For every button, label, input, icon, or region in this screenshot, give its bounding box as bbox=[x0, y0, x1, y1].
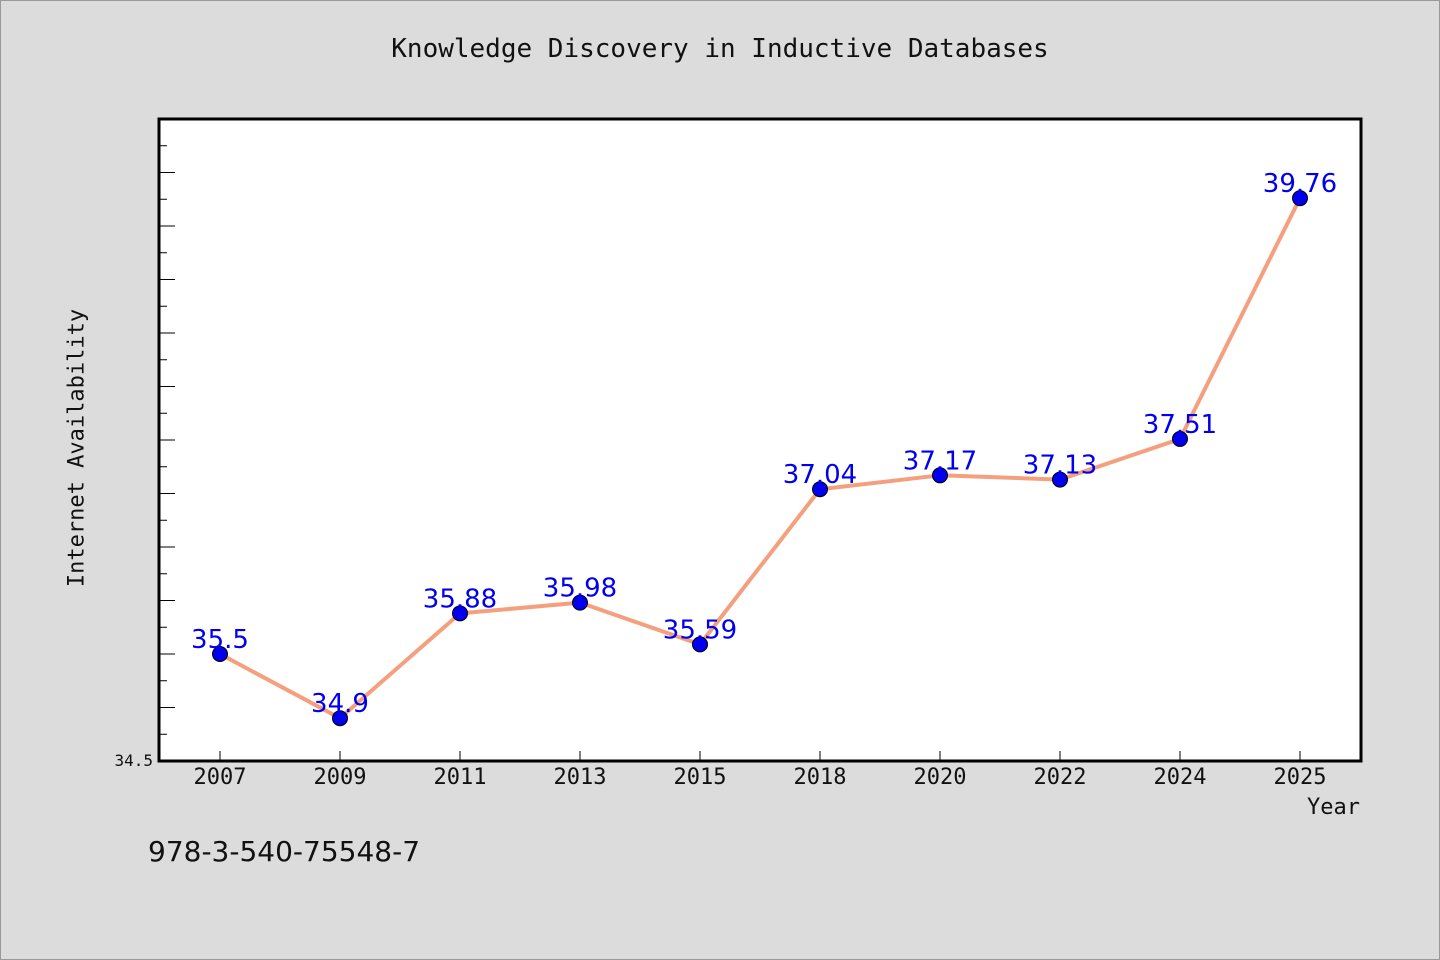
data-point bbox=[572, 594, 588, 611]
data-label: 35.98 bbox=[543, 574, 617, 604]
x-tick-label: 2007 bbox=[194, 765, 247, 790]
x-tick-label: 2018 bbox=[794, 765, 847, 790]
chart-title: Knowledge Discovery in Inductive Databas… bbox=[391, 34, 1049, 64]
x-tick-label: 2024 bbox=[1154, 765, 1207, 790]
data-point bbox=[1292, 190, 1308, 207]
data-label: 37.17 bbox=[903, 446, 977, 476]
x-tick-label: 2011 bbox=[434, 765, 487, 790]
x-axis-tick-labels: 2007 2009 2011 2013 2015 2018 2020 2022 2024 2025 bbox=[194, 765, 1327, 790]
x-tick-label: 2020 bbox=[914, 765, 967, 790]
x-tick-label: 2022 bbox=[1034, 765, 1087, 790]
data-label: 34.9 bbox=[311, 689, 369, 719]
data-label: 35.88 bbox=[423, 584, 497, 614]
data-label: 39.76 bbox=[1263, 169, 1337, 199]
series-line-group bbox=[218, 196, 1302, 721]
series-line bbox=[218, 196, 1302, 721]
data-labels-group: 35.5 34.9 35.88 35.98 35.59 37.04 37.17 37.13 37… bbox=[191, 169, 1337, 719]
footer-code: 978-3-540-75548-7 bbox=[148, 835, 421, 868]
data-label: 37.04 bbox=[783, 460, 857, 490]
markers-group bbox=[212, 190, 1308, 727]
y-axis-label: Internet Availability bbox=[64, 308, 90, 588]
data-label: 35.59 bbox=[663, 615, 737, 645]
data-point bbox=[332, 710, 348, 727]
data-point bbox=[692, 636, 708, 653]
y-axis-tick-labels: 34.5 bbox=[114, 751, 153, 770]
x-tick-label: 2015 bbox=[674, 765, 727, 790]
y-tick-label: 34.5 bbox=[114, 751, 153, 770]
data-label: 35.5 bbox=[191, 625, 249, 655]
data-point bbox=[932, 467, 948, 484]
data-point bbox=[1172, 430, 1188, 447]
data-point bbox=[1052, 471, 1068, 488]
data-point bbox=[452, 605, 468, 622]
x-tick-label: 2013 bbox=[554, 765, 607, 790]
data-label: 37.51 bbox=[1143, 410, 1217, 440]
x-tick-label: 2009 bbox=[314, 765, 367, 790]
data-point bbox=[812, 481, 828, 498]
y-axis-ticks bbox=[159, 118, 175, 762]
x-axis-ticks bbox=[219, 751, 1301, 761]
x-tick-label: 2025 bbox=[1274, 765, 1327, 790]
plot-area bbox=[157, 117, 1363, 763]
data-label: 37.13 bbox=[1023, 451, 1097, 481]
data-point bbox=[212, 646, 228, 662]
x-axis-label: Year bbox=[1307, 795, 1360, 820]
